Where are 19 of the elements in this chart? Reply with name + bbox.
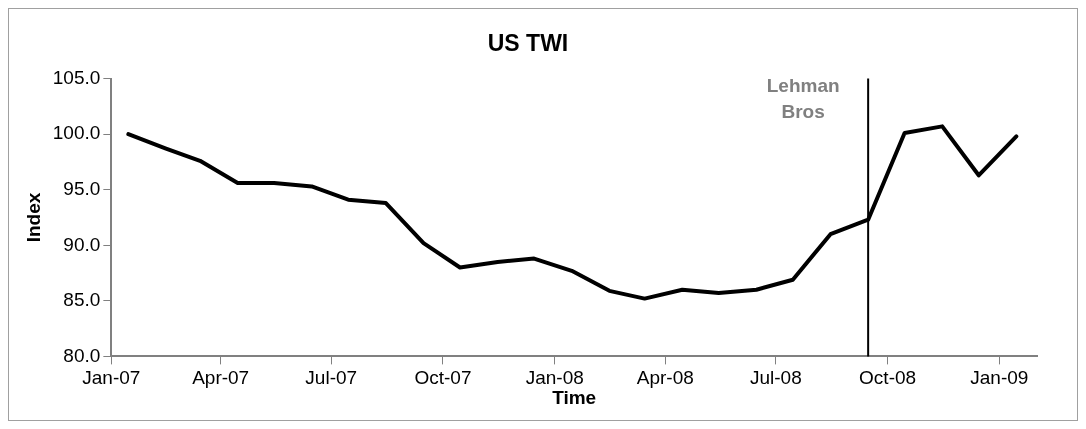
x-tick-label: Oct-07 (414, 367, 472, 389)
ref-line-label: Lehman Bros (766, 74, 840, 122)
y-tick-label: 85.0 (63, 289, 101, 311)
x-tick-label: Jan-08 (525, 367, 584, 389)
y-tick-label: 100.0 (52, 122, 101, 144)
x-tick-label: Oct-08 (859, 367, 917, 389)
y-tick-label: 105.0 (52, 66, 101, 88)
x-tick-label: Jul-07 (305, 367, 358, 389)
y-tick-label: 95.0 (63, 177, 101, 199)
chart-title: US TWI (487, 30, 569, 57)
x-tick-label: Jan-07 (82, 367, 141, 389)
x-tick-label: Apr-08 (636, 367, 694, 389)
x-axis-title: Time (552, 386, 597, 408)
x-tick-label: Jul-08 (749, 367, 802, 389)
x-tick-label: Apr-07 (192, 367, 250, 389)
y-tick-label: 80.0 (63, 344, 101, 366)
y-tick-label: 90.0 (63, 233, 101, 255)
x-tick-label: Jan-09 (970, 367, 1029, 389)
y-axis-title: Index (22, 192, 44, 243)
